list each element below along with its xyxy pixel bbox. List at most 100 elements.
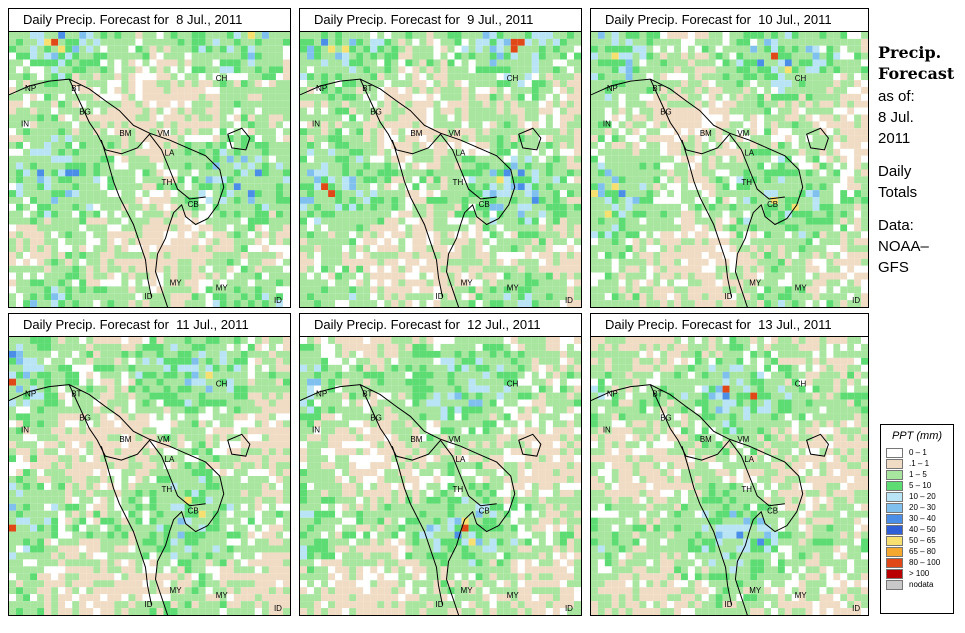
country-label: NP (607, 390, 618, 399)
map-outline (68, 384, 206, 507)
country-label: BG (660, 413, 671, 422)
country-label: VM (449, 435, 461, 444)
legend-label: 0 – 1 (909, 448, 927, 457)
sidebar-title-line-2: Forecast (878, 64, 955, 83)
panel-title: Daily Precip. Forecast for 10 Jul., 2011 (591, 9, 868, 32)
map-outline (100, 446, 152, 606)
country-label: MY (461, 586, 474, 595)
country-label: ID (274, 604, 282, 613)
country-label: BM (700, 435, 712, 444)
country-label: ID (852, 296, 860, 305)
legend-swatch (886, 569, 903, 579)
legend-label: 40 – 50 (909, 525, 936, 534)
country-label: CH (507, 380, 519, 389)
country-label: IN (312, 119, 320, 128)
precip-map: NP BT BG IN CH BM VM LA TH CB MY MY ID ID (300, 32, 581, 307)
precip-field: NP BT BG IN CH BM VM LA TH CB MY MY ID ID (9, 337, 290, 615)
country-label: TH (741, 178, 752, 187)
country-label: BG (79, 413, 91, 422)
map-outline (806, 433, 829, 457)
precip-field: NP BT BG IN CH BM VM LA TH CB MY MY ID ID (300, 337, 581, 615)
country-label: NP (316, 390, 327, 399)
country-label: LA (456, 149, 467, 158)
legend-item: 5 – 10 (886, 481, 953, 492)
country-label: IN (21, 425, 29, 434)
country-label: MY (749, 586, 762, 595)
forecast-panel-day-5: Daily Precip. Forecast for 12 Jul., 2011… (299, 313, 582, 616)
country-label: BM (119, 129, 131, 138)
country-label: IN (312, 425, 320, 434)
legend-item: 20 – 30 (886, 503, 953, 514)
legend-swatch (886, 536, 903, 546)
country-label: ID (565, 604, 573, 613)
country-label: NP (316, 84, 327, 93)
country-label: VM (449, 129, 461, 138)
precip-legend: PPT (mm) 0 – 1 .1 – 1 1 – 5 5 – 10 10 – 20 20… (880, 424, 954, 614)
panel-title: Daily Precip. Forecast for 9 Jul., 2011 (300, 9, 581, 32)
totals-label-line-2: Totals (878, 184, 918, 201)
legend-label: 1 – 5 (909, 470, 927, 479)
map-outline (300, 78, 516, 307)
forecast-panel-day-4: Daily Precip. Forecast for 11 Jul., 2011… (8, 313, 291, 616)
precip-map: NP BT BG IN CH BM VM LA TH CB MY MY ID ID (9, 337, 290, 615)
sidebar-title-line-1: Precip. (878, 43, 942, 62)
country-label: MY (461, 278, 474, 287)
country-label: CH (507, 74, 519, 83)
precip-field: NP BT BG IN CH BM VM LA TH CB MY MY ID ID (300, 32, 581, 307)
country-label: CH (795, 380, 807, 389)
country-label: TH (453, 485, 464, 494)
legend-rows: 0 – 1 .1 – 1 1 – 5 5 – 10 10 – 20 20 – 30 30 –… (881, 448, 953, 591)
country-label: MY (507, 283, 520, 292)
country-label: BT (71, 84, 81, 93)
panel-title: Daily Precip. Forecast for 12 Jul., 2011 (300, 314, 581, 337)
country-label: BM (119, 435, 131, 444)
country-label: BG (370, 108, 382, 117)
asof-date: 8 Jul. (878, 109, 914, 126)
country-label: ID (435, 600, 443, 609)
country-label: BT (71, 390, 81, 399)
country-label: CB (767, 200, 778, 209)
forecast-panel-day-6: Daily Precip. Forecast for 13 Jul., 2011… (590, 313, 869, 616)
map-outline (300, 384, 516, 615)
map-outline (9, 384, 225, 615)
map-outline (227, 127, 251, 151)
legend-swatch (886, 558, 903, 568)
legend-swatch (886, 503, 903, 513)
legend-item: .1 – 1 (886, 459, 953, 470)
precip-field: NP BT BG IN CH BM VM LA TH CB MY MY ID ID (591, 32, 868, 307)
country-label: MY (170, 586, 183, 595)
country-label: ID (144, 600, 152, 609)
country-label: IN (21, 119, 29, 128)
panel-title: Daily Precip. Forecast for 11 Jul., 2011 (9, 314, 290, 337)
legend-swatch (886, 448, 903, 458)
map-outline (681, 446, 732, 606)
legend-swatch (886, 470, 903, 480)
map-outline (591, 78, 804, 307)
map-outline (391, 139, 443, 298)
legend-swatch (886, 525, 903, 535)
precip-map: NP BT BG IN CH BM VM LA TH CB MY MY ID ID (591, 337, 868, 615)
country-label: MY (795, 591, 808, 600)
legend-item: 50 – 65 (886, 536, 953, 547)
asof-label: as of: (878, 88, 915, 105)
country-label: CB (479, 507, 490, 516)
country-label: BM (410, 129, 422, 138)
country-label: NP (607, 84, 618, 93)
legend-label: > 100 (909, 569, 930, 578)
legend-item: 80 – 100 (886, 558, 953, 569)
country-label: IN (603, 119, 611, 128)
country-label: LA (744, 455, 754, 464)
country-label: BT (652, 84, 662, 93)
data-source-line-2: NOAA– (878, 238, 929, 255)
panel-title: Daily Precip. Forecast for 8 Jul., 2011 (9, 9, 290, 32)
country-label: BG (370, 413, 382, 422)
legend-label: nodata (909, 580, 934, 589)
country-label: BG (660, 108, 671, 117)
country-label: ID (435, 292, 443, 301)
country-label: TH (162, 485, 173, 494)
country-label: CH (795, 74, 807, 83)
totals-label-line-1: Daily (878, 163, 912, 180)
legend-swatch (886, 492, 903, 502)
legend-swatch (886, 514, 903, 524)
map-outline (391, 446, 443, 606)
